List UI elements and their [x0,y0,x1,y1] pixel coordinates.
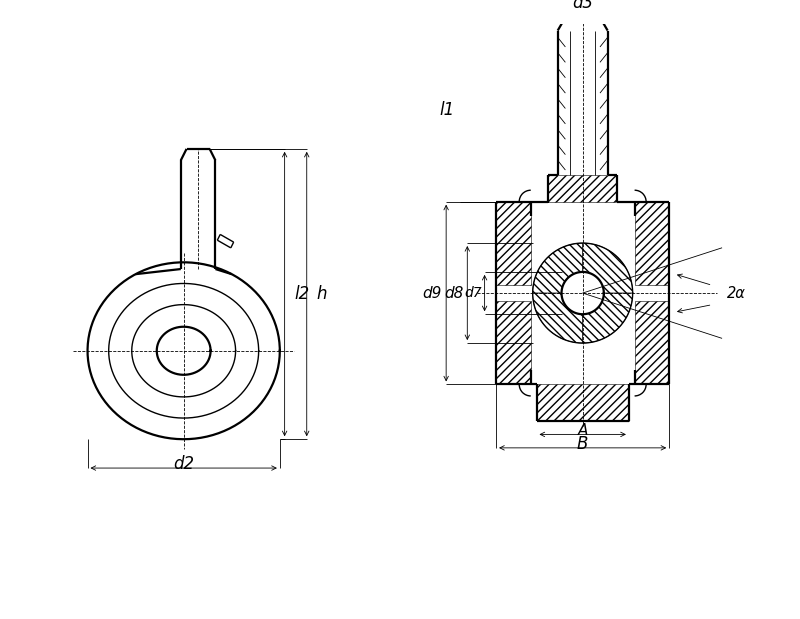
Text: B: B [577,435,588,452]
Text: d3: d3 [572,0,594,12]
Text: l1: l1 [439,102,455,119]
Text: A: A [578,423,588,438]
Text: d2: d2 [173,455,194,473]
Text: 2α: 2α [727,285,746,301]
Text: d7: d7 [464,286,482,300]
Text: d8: d8 [444,285,463,301]
Text: l2: l2 [294,285,310,303]
Text: d9: d9 [422,285,442,301]
Text: h: h [316,285,327,303]
